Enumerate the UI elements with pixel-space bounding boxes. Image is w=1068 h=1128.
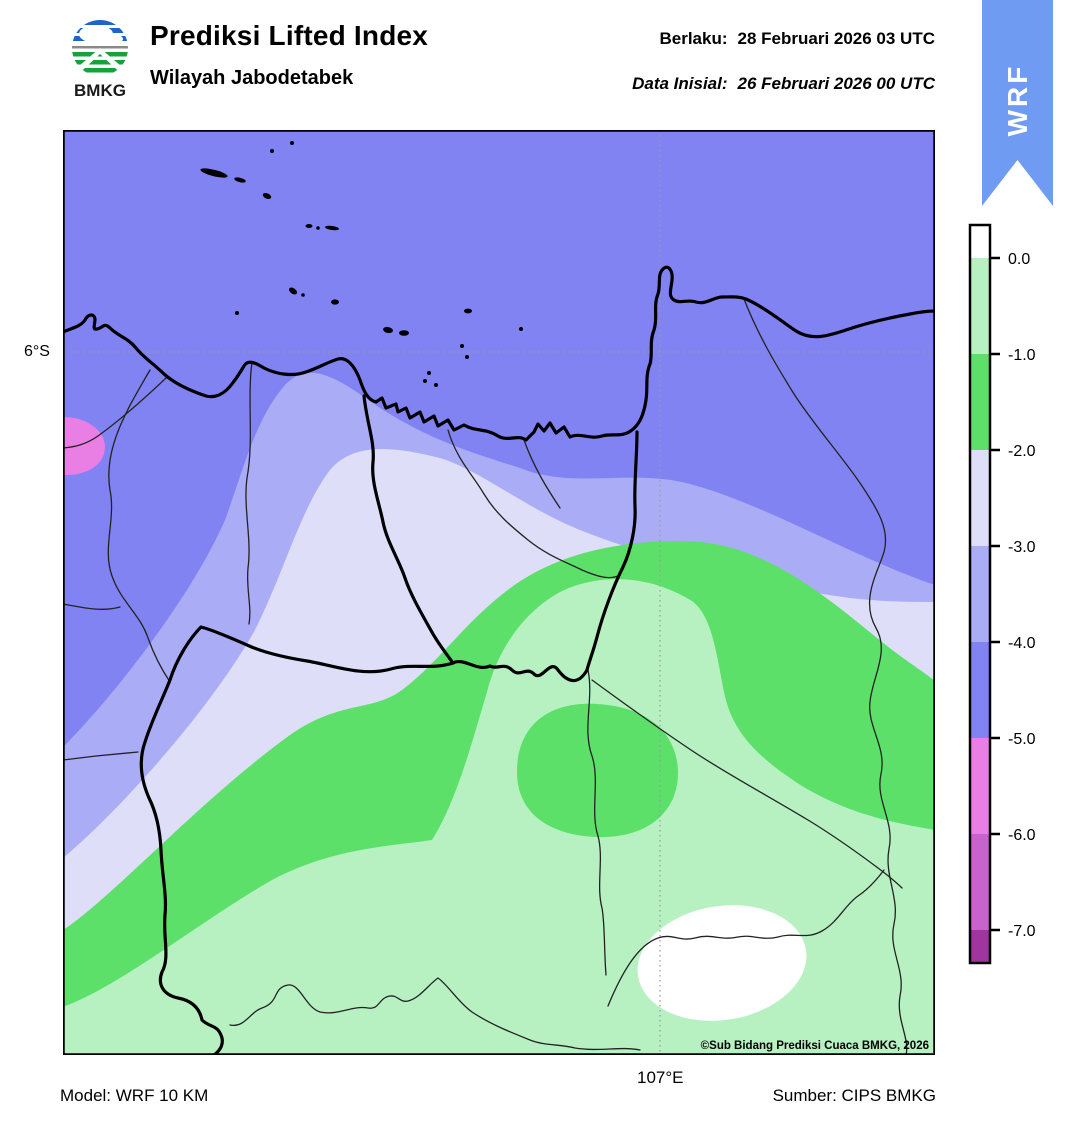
model-label: Model: WRF 10 KM: [60, 1086, 209, 1105]
seg--4to-5: [970, 642, 990, 738]
ribbon-label: WRF: [1002, 64, 1033, 137]
tick-label: -4.0: [1008, 635, 1036, 652]
jakarta-border-west: [362, 394, 455, 665]
valid-time: Berlaku: 28 Februari 2026 03 UTC: [659, 29, 935, 49]
district-boundaries: [63, 298, 908, 1055]
tick-label: -6.0: [1008, 827, 1036, 844]
wrf-ribbon: WRF: [982, 0, 1053, 206]
longitude-label: 107°E: [637, 1068, 684, 1087]
seg--2to-3: [970, 450, 990, 546]
valid-time-label: Berlaku:: [659, 29, 728, 48]
latitude-label: 6°S: [24, 343, 50, 360]
colorbar-ticks: [990, 256, 1000, 932]
seg--6to-7: [970, 834, 990, 930]
initial-time-label: Data Inisial:: [632, 74, 728, 93]
source-label: Sumber: CIPS BMKG: [772, 1086, 936, 1105]
islands: [200, 141, 523, 387]
ribbon-shape: [982, 0, 1053, 206]
tick-label: -7.0: [1008, 923, 1036, 940]
seg--5to-6: [970, 738, 990, 834]
initial-time: Data Inisial: 26 Februari 2026 00 UTC: [632, 74, 935, 94]
bmkg-logo: BMKG: [72, 20, 128, 100]
blob-gt0-white: [637, 905, 807, 1021]
seg-lt-7: [970, 930, 990, 963]
colorbar-segments: [970, 225, 990, 963]
colorbar: 0.0 -1.0 -2.0 -3.0 -4.0 -5.0 -6.0 -7.0: [968, 223, 1036, 965]
tick-label: -2.0: [1008, 443, 1036, 460]
jakarta-border-east: [585, 430, 639, 672]
page-subtitle: Wilayah Jabodetabek: [150, 67, 354, 89]
valid-time-value: 28 Februari 2026 03 UTC: [737, 29, 935, 48]
tick-label: 0.0: [1008, 251, 1030, 268]
coastline-and-province-borders: [63, 265, 935, 1055]
page-title: Prediksi Lifted Index: [150, 20, 429, 51]
tick-label: -3.0: [1008, 539, 1036, 556]
colorbar-frame: [968, 223, 992, 965]
coastline: [63, 265, 935, 442]
seg-0to-1: [970, 258, 990, 354]
tick-label: -1.0: [1008, 347, 1036, 364]
blob--1to-2-lobe: [517, 703, 678, 838]
tick-label: -5.0: [1008, 731, 1036, 748]
seg--1to-2: [970, 354, 990, 450]
province-border: [139, 625, 589, 1055]
seg--3to-4: [970, 546, 990, 642]
initial-time-value: 26 Februari 2026 00 UTC: [737, 74, 935, 93]
blob--5to-6-pink: [63, 417, 105, 476]
map-copyright: ©Sub Bidang Prediksi Cuaca BMKG, 2026: [701, 1040, 929, 1052]
logo-art: [72, 20, 128, 76]
logo-text: BMKG: [74, 81, 126, 100]
colorbar-labels: 0.0 -1.0 -2.0 -3.0 -4.0 -5.0 -6.0 -7.0: [1008, 251, 1036, 940]
logo-mountain: [72, 48, 128, 76]
seg-gt0: [970, 225, 990, 258]
lifted-index-map: ©Sub Bidang Prediksi Cuaca BMKG, 2026: [63, 130, 935, 1055]
graticule: [63, 130, 935, 1055]
